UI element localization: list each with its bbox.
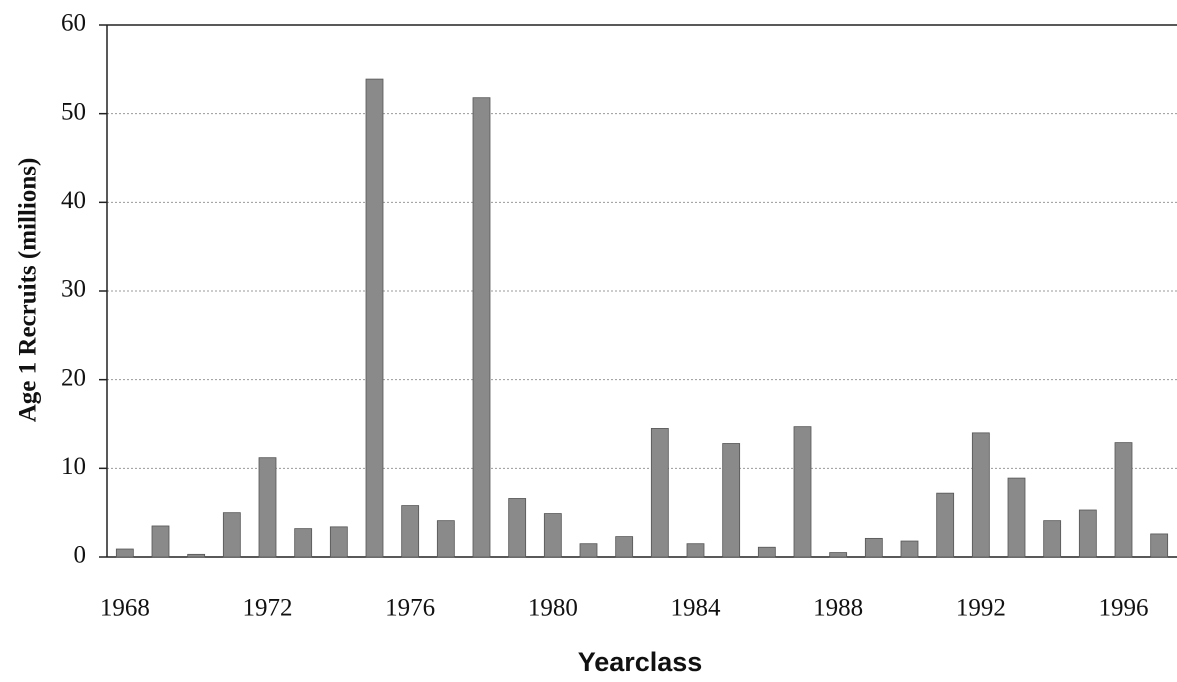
x-tick-label: 1976	[385, 595, 435, 622]
y-tick-label: 10	[61, 453, 86, 480]
bar	[472, 97, 491, 558]
bar	[1078, 509, 1097, 558]
bar	[793, 426, 812, 558]
bar	[222, 512, 241, 558]
y-tick-label: 40	[61, 187, 86, 214]
bar	[936, 492, 955, 558]
bar	[757, 546, 776, 558]
y-tick-label: 50	[61, 98, 86, 125]
bar	[1114, 442, 1133, 558]
bar	[1043, 520, 1062, 558]
x-tick-label: 1972	[243, 595, 293, 622]
bar	[151, 525, 170, 558]
bar	[615, 536, 634, 558]
y-tick-label: 20	[61, 364, 86, 391]
bar	[543, 513, 562, 558]
x-tick-label: 1988	[813, 595, 863, 622]
bar	[115, 548, 134, 558]
y-tick-label: 0	[74, 542, 87, 569]
bar	[650, 428, 669, 558]
bar	[579, 543, 598, 558]
x-tick-label: 1996	[1099, 595, 1149, 622]
bar	[829, 552, 848, 558]
bar	[508, 498, 527, 558]
bar	[864, 537, 883, 558]
y-axis-title: Age 1 Recruits (millions)	[15, 158, 42, 423]
bar	[187, 553, 206, 558]
bar	[258, 457, 277, 558]
bar	[722, 443, 741, 558]
bar	[294, 528, 313, 558]
y-tick-label: 30	[61, 276, 86, 303]
x-tick-label: 1992	[956, 595, 1006, 622]
x-axis-title: Yearclass	[578, 647, 703, 677]
x-tick-label: 1984	[671, 595, 722, 622]
bar	[436, 520, 455, 558]
bar	[900, 540, 919, 558]
bar	[1007, 477, 1026, 558]
bar	[329, 526, 348, 558]
bar	[686, 543, 705, 558]
x-tick-label: 1980	[528, 595, 578, 622]
y-tick-label: 60	[61, 10, 86, 37]
bar	[365, 78, 384, 558]
bar	[401, 505, 420, 558]
bar	[971, 432, 990, 558]
x-tick-label: 1968	[100, 595, 150, 622]
bar	[1150, 533, 1169, 558]
